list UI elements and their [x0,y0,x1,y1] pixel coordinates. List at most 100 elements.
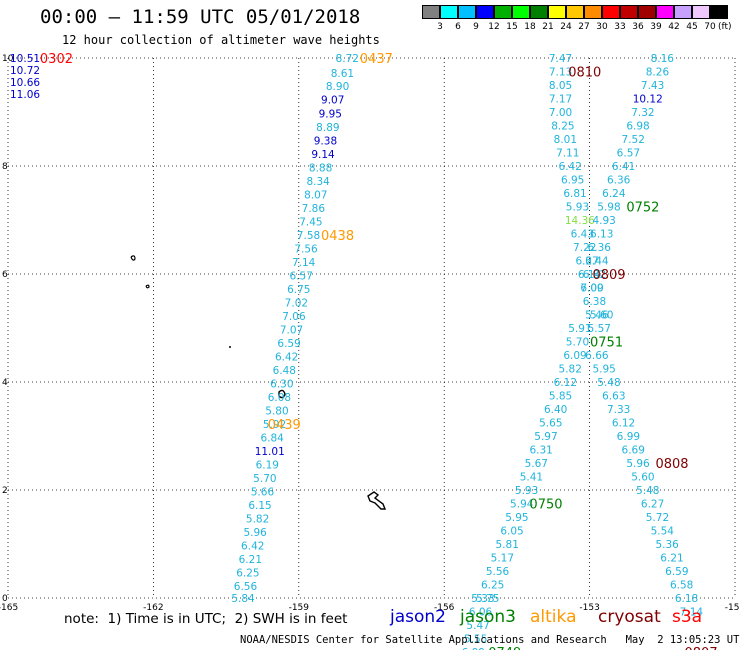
wave-height-value: 6.99 [617,431,640,443]
color-scale-label: 27 [578,22,590,32]
wave-height-value: 5.17 [491,553,514,565]
wave-height-value: 7.45 [299,217,322,229]
wave-height-value: 9.07 [321,95,344,107]
wave-height-value: 6.24 [602,188,626,200]
wave-height-value: 6.98 [626,121,649,133]
color-scale-swatch [512,5,530,19]
wave-height-value: 5.48 [597,377,620,389]
wave-height-value: 10.12 [633,94,663,106]
wave-height-value: 5.93 [515,485,538,497]
wave-height-value: 6.63 [602,391,625,403]
color-scale-swatch [710,5,728,19]
wave-height-value: 5.97 [534,431,557,443]
wave-height-value: 5.72 [646,512,669,524]
pass-time-label: 0437 [360,52,393,67]
color-scale-swatch [566,5,584,19]
wave-height-value: 5.98 [597,202,620,214]
credit-footer: NOAA/NESDIS Center for Satellite Applica… [240,634,740,646]
wave-height-value: 8.05 [549,80,572,92]
color-scale-label: 33 [614,22,626,32]
wave-height-value: 6.21 [239,554,262,566]
wave-height-value: 6.59 [277,338,300,350]
wave-height-value: 6.30 [270,379,293,391]
wave-height-value: 8.90 [326,81,349,93]
wave-height-value: 5.33 [471,593,494,605]
color-scale-label: 12 [488,22,500,32]
wave-height-value: 7.07 [280,325,303,337]
color-scale-label: 18 [524,22,536,32]
y-tick-label: 2 [2,486,8,496]
island-outline [145,284,150,289]
wave-height-value: 6.12 [612,418,635,430]
wave-height-value: 7.47 [549,53,572,65]
wave-height-value: 5.47 [466,620,489,632]
color-scale-swatch [638,5,656,19]
pass-time-label: 0752 [626,201,659,216]
wave-height-value: 6.27 [575,256,598,268]
wave-height-value: 5.57 [588,323,611,335]
color-scale-label: 24 [560,22,572,32]
wave-height-value: 5.92 [263,419,286,431]
wave-height-value: 7.17 [549,94,572,106]
legend-item-jason3: jason3 [460,607,516,627]
color-scale-swatch [530,5,548,19]
wave-height-value: 5.54 [651,526,675,538]
y-tick-label: 10 [2,54,14,64]
pass-time-label: 0750 [529,498,562,513]
wave-height-value: 5.81 [496,539,519,551]
wave-height-value: 5.94 [510,499,534,511]
wave-height-value: 5.95 [592,364,615,376]
wave-height-value: 5.70 [566,337,589,349]
wave-height-value: 5.84 [231,593,255,605]
wave-height-value: 6.42 [559,161,582,173]
chart-subtitle: 12 hour collection of altimeter wave hei… [62,33,380,47]
island-outline [278,389,286,399]
wave-height-value: 5.96 [243,527,267,539]
color-scale-label: 42 [668,22,680,32]
wave-height-value: 6.09 [580,283,603,295]
pass-time-label: 0302 [40,52,73,67]
wave-height-value: 5.82 [559,364,582,376]
wave-height-value: 8.26 [646,67,670,79]
wave-height-value: 5.56 [486,566,510,578]
wave-height-value: 6.42 [275,352,298,364]
color-scale-label: 30 [596,22,608,32]
wave-height-value: 5.95 [505,512,528,524]
x-tick-label: -153 [579,603,599,613]
color-scale-label: 15 [506,22,518,32]
pass-time-label: 0749 [488,646,521,650]
wave-height-value: 6.69 [622,445,645,457]
wave-height-value: 7.00 [549,107,572,119]
wave-height-value: 7.02 [285,298,308,310]
wave-height-value: 8.61 [331,68,354,80]
pass-time-label: 0751 [590,336,623,351]
wave-height-value: 11.01 [255,446,285,458]
wave-height-value: 7.32 [631,107,654,119]
color-scale-swatch [602,5,620,19]
pass-time-label: 0810 [568,66,601,81]
x-tick-label: -159 [289,603,310,613]
wave-height-value: 6.05 [500,526,523,538]
x-tick-label: -156 [434,603,455,613]
wave-height-value: 6.18 [675,593,698,605]
wave-height-value: 5.55 [464,634,487,646]
wave-height-value: 6.42 [241,541,264,553]
y-tick-label: 0 [2,594,8,604]
color-scale-swatch [584,5,602,19]
wave-height-value: 7.13 [549,67,572,79]
wave-height-value: 7.14 [292,257,316,269]
wave-height-value: 5.66 [251,487,275,499]
wave-height-value: 6.36 [607,175,631,187]
wave-height-value: 6.12 [554,377,577,389]
wave-height-value: 7.22 [573,242,596,254]
color-scale-label: 39 [650,22,662,32]
wave-height-value: 7.52 [622,134,645,146]
wave-height-value: 6.31 [529,445,552,457]
wave-height-value: 5.85 [549,391,572,403]
wave-height-value: 7.58 [297,230,320,242]
color-scale-swatch [494,5,512,19]
color-scale-swatch [692,5,710,19]
wave-height-value: 5.41 [520,472,543,484]
wave-height-value: 8.72 [336,53,359,65]
